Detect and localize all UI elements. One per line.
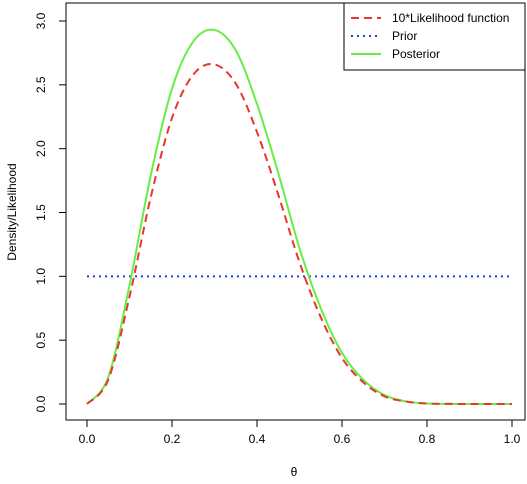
x-axis: 0.0 0.2 0.4 0.6 0.8 1.0 [79, 419, 521, 446]
y-axis-title: Density/Likelihood [5, 163, 19, 260]
x-tick-label: 0.4 [249, 432, 266, 446]
series-line-0 [86, 63, 512, 406]
x-tick-label: 0.0 [79, 432, 96, 446]
x-tick-label: 1.0 [504, 432, 521, 446]
y-axis: 0.0 0.5 1.0 1.5 2.0 2.5 3.0 [34, 12, 67, 412]
legend: 10*Likelihood function Prior Posterior [343, 2, 526, 71]
x-tick-label: 0.8 [419, 432, 436, 446]
series-layer [86, 28, 512, 406]
y-tick-label: 0.5 [34, 332, 48, 349]
y-tick-label: 0.0 [34, 395, 48, 412]
y-tick-label: 1.5 [34, 204, 48, 221]
x-tick-label: 0.2 [164, 432, 181, 446]
legend-label-2: Posterior [392, 47, 440, 61]
y-tick-label: 3.0 [34, 12, 48, 29]
series-line-2 [86, 28, 512, 406]
y-tick-label: 1.0 [34, 268, 48, 285]
y-tick-label: 2.5 [34, 76, 48, 93]
legend-label-0: 10*Likelihood function [392, 11, 509, 25]
legend-label-1: Prior [392, 29, 417, 43]
legend-box [343, 2, 526, 71]
x-axis-title: θ [291, 465, 298, 479]
y-tick-label: 2.0 [34, 140, 48, 157]
x-tick-label: 0.6 [334, 432, 351, 446]
